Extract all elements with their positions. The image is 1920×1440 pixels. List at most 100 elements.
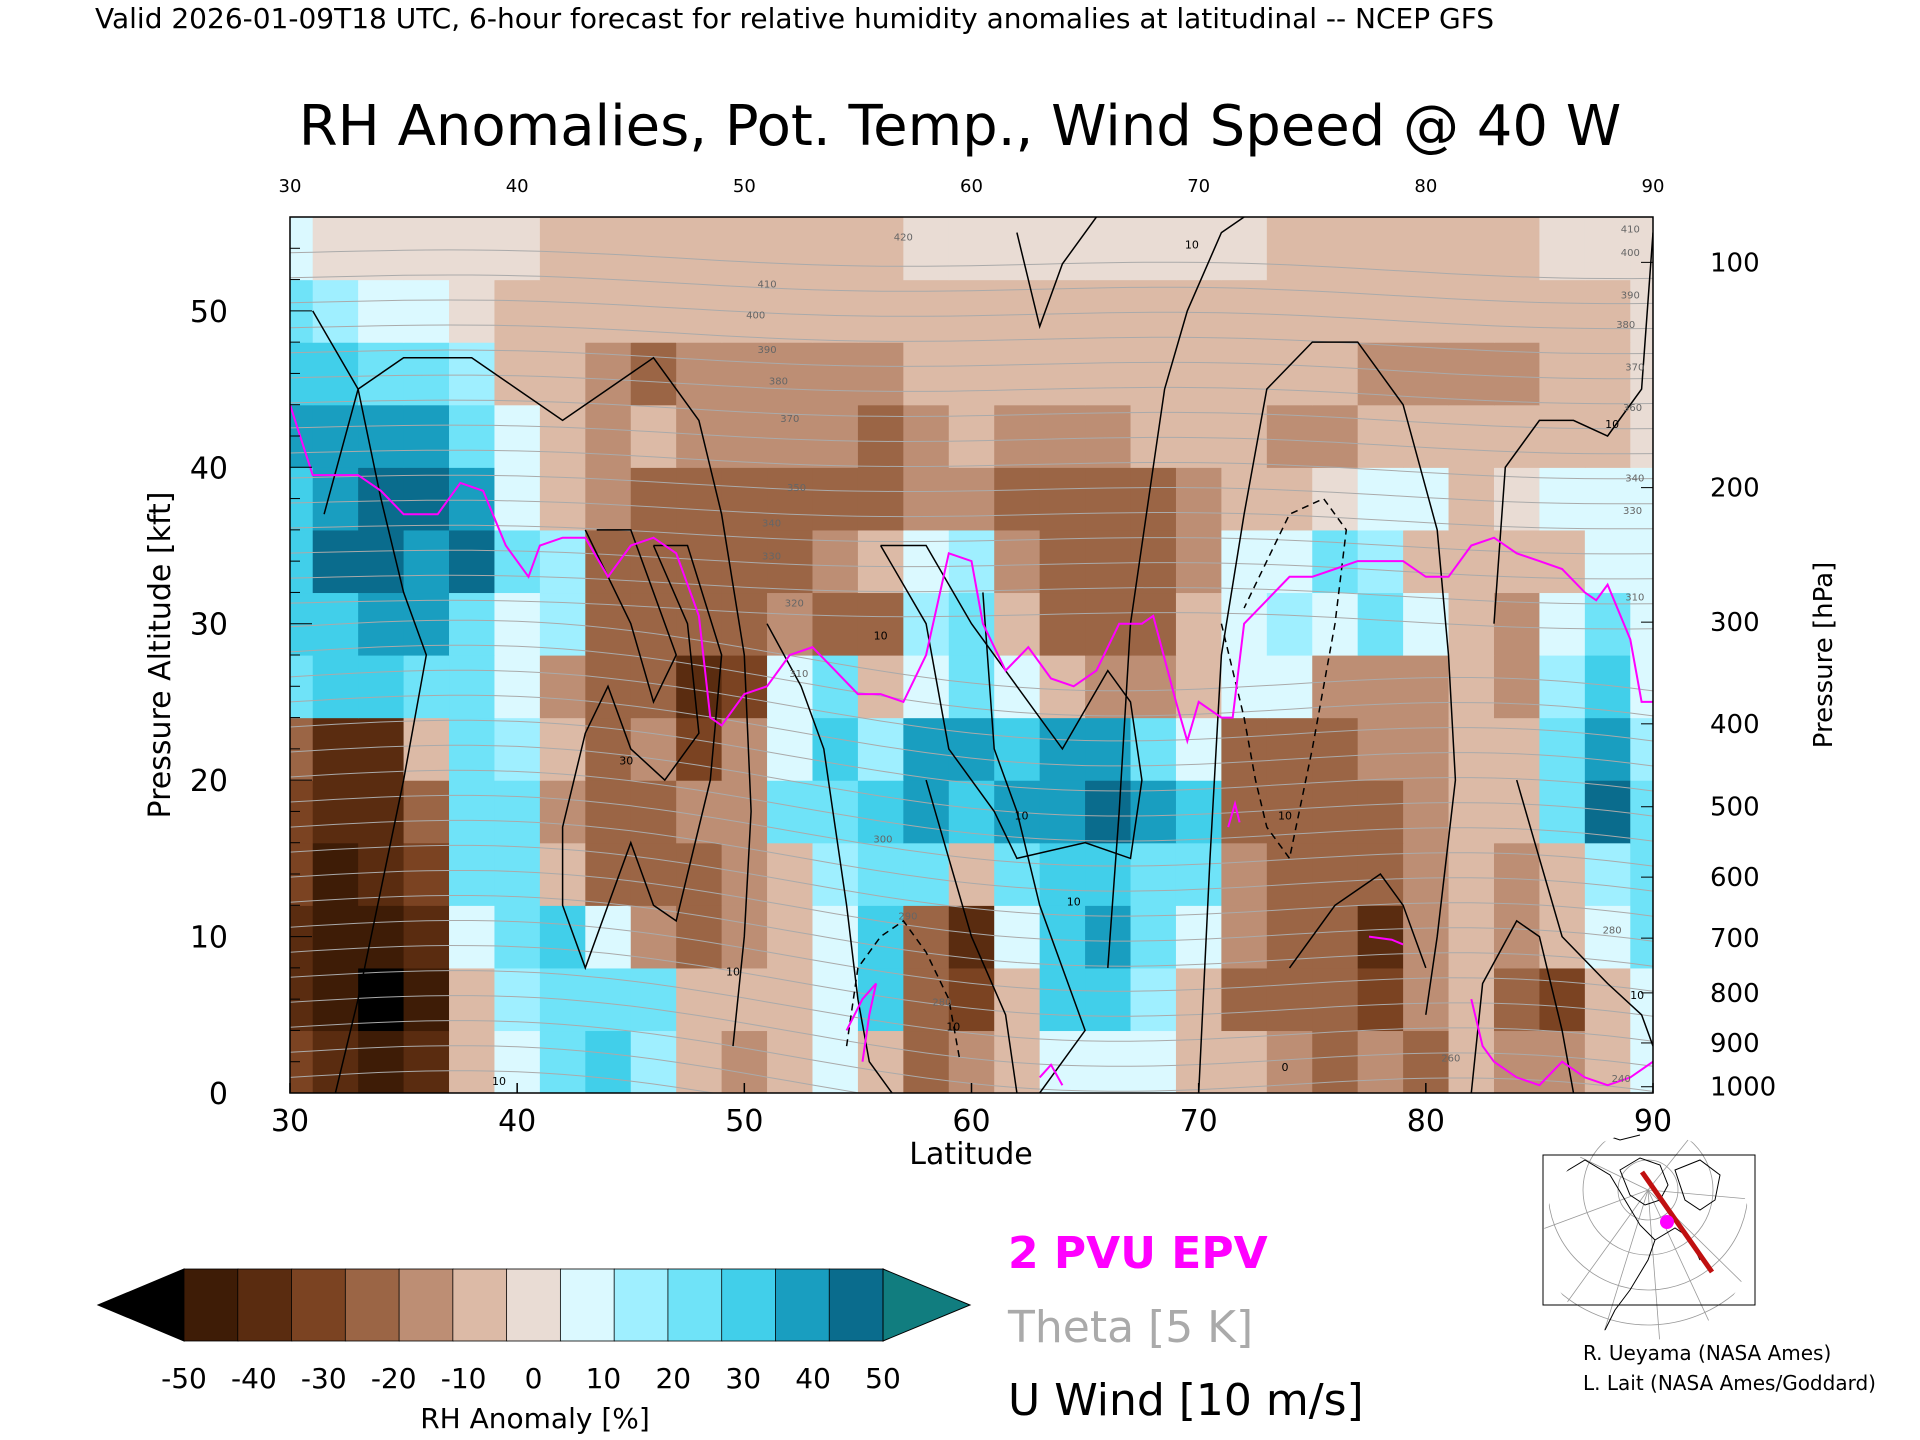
rh-cell	[1266, 905, 1313, 969]
rh-cell	[767, 467, 814, 531]
rh-cell	[1312, 404, 1359, 468]
rh-cell	[312, 217, 359, 281]
rh-cell	[1085, 967, 1132, 1032]
rh-cell	[1085, 404, 1132, 468]
colorbar-high-arrow	[882, 1268, 972, 1342]
theta-label: 410	[1621, 225, 1640, 236]
legend-pv2: 2 PVU EPV	[1008, 1228, 1268, 1279]
theta-line	[290, 895, 1653, 967]
theta-line	[290, 995, 1653, 1067]
rh-cell	[1539, 592, 1586, 656]
rh-cell	[1357, 1030, 1404, 1093]
rh-cell	[1630, 342, 1653, 406]
colorbar-tick-label: 0	[525, 1362, 543, 1395]
rh-cell	[1493, 655, 1541, 719]
theta-line	[290, 249, 1653, 280]
wind-label: 30	[619, 755, 633, 768]
rh-cell	[1085, 529, 1132, 594]
rh-cell	[676, 404, 723, 468]
rh-cell	[1130, 404, 1177, 468]
rh-cell	[1539, 967, 1586, 1032]
rh-cell	[1085, 342, 1132, 406]
rh-cell	[1130, 967, 1177, 1032]
rh-cell	[1085, 217, 1132, 281]
pressure-tick-label: 800	[1710, 979, 1760, 1009]
rh-cell	[994, 342, 1041, 406]
theta-label: 420	[894, 232, 913, 243]
rh-cell	[812, 404, 859, 468]
y-tick-label: 20	[190, 764, 228, 799]
rh-cell	[1312, 967, 1359, 1032]
theta-label: 350	[787, 483, 806, 494]
rh-cell	[585, 404, 632, 468]
rh-cell	[994, 467, 1041, 531]
legend-theta: Theta [5 K]	[1007, 1302, 1253, 1353]
x-tick-label-top: 50	[733, 176, 756, 197]
theta-label: 400	[1621, 248, 1640, 259]
rh-cell	[494, 592, 541, 656]
rh-cell	[494, 342, 541, 406]
rh-cell	[358, 967, 405, 1032]
rh-cell	[767, 842, 814, 906]
wind-label: 10	[1278, 809, 1292, 822]
theta-label: 340	[762, 519, 781, 530]
theta-line	[290, 970, 1653, 1042]
rh-cell	[539, 279, 586, 343]
rh-cell	[1630, 905, 1653, 969]
wind-label: 0	[1281, 1061, 1288, 1074]
rh-cell	[903, 404, 950, 468]
theta-line	[290, 299, 1653, 330]
rh-cell	[857, 780, 904, 844]
rh-cell	[857, 217, 904, 281]
rh-cell	[630, 842, 677, 906]
theta-line	[290, 324, 1653, 355]
rh-cell	[1085, 842, 1132, 906]
wind-label: 10	[874, 629, 888, 642]
rh-cell	[403, 655, 450, 719]
rh-cell	[290, 342, 314, 406]
rh-cell	[948, 404, 995, 468]
colorbar-segment	[452, 1268, 508, 1342]
rh-cell	[676, 655, 723, 719]
theta-label: 320	[785, 599, 804, 610]
valid-time-header: Valid 2026-01-09T18 UTC, 6-hour forecast…	[95, 2, 1494, 35]
rh-cell	[1448, 404, 1495, 468]
rh-cell	[312, 655, 359, 719]
colorbar-segment	[344, 1268, 400, 1342]
theta-label: 400	[746, 311, 765, 322]
theta-line	[290, 1070, 717, 1093]
wind-label: 10	[492, 1075, 506, 1088]
rh-cell	[449, 342, 496, 406]
rh-cell	[1357, 967, 1404, 1032]
rh-cell	[1539, 279, 1586, 343]
rh-cell	[1448, 842, 1495, 906]
rh-cell	[1493, 217, 1541, 281]
rh-cell	[1493, 529, 1541, 594]
rh-cell	[1312, 529, 1359, 594]
rh-cell	[1539, 842, 1586, 906]
rh-cell	[1266, 655, 1313, 719]
rh-cell	[1448, 780, 1495, 844]
rh-cell	[767, 967, 814, 1032]
rh-cell	[403, 404, 450, 468]
rh-cell	[767, 905, 814, 969]
rh-cell	[1630, 529, 1653, 594]
rh-cell	[358, 842, 405, 906]
rh-cell	[857, 342, 904, 406]
rh-cell	[1312, 279, 1359, 343]
rh-cell	[585, 342, 632, 406]
rh-cell	[358, 279, 405, 343]
rh-cell	[1085, 279, 1132, 343]
rh-cell	[1312, 342, 1359, 406]
rh-cell	[721, 842, 768, 906]
colorbar-tick-label: -40	[231, 1362, 277, 1395]
rh-cell	[1039, 529, 1086, 594]
wind-contour	[1107, 217, 1245, 968]
rh-cell	[312, 467, 359, 531]
rh-cell	[403, 342, 450, 406]
rh-cell	[630, 780, 677, 844]
wind-contour	[766, 623, 893, 1093]
rh-cell	[903, 717, 950, 781]
rh-cell	[449, 279, 496, 343]
rh-cell	[449, 1030, 496, 1093]
